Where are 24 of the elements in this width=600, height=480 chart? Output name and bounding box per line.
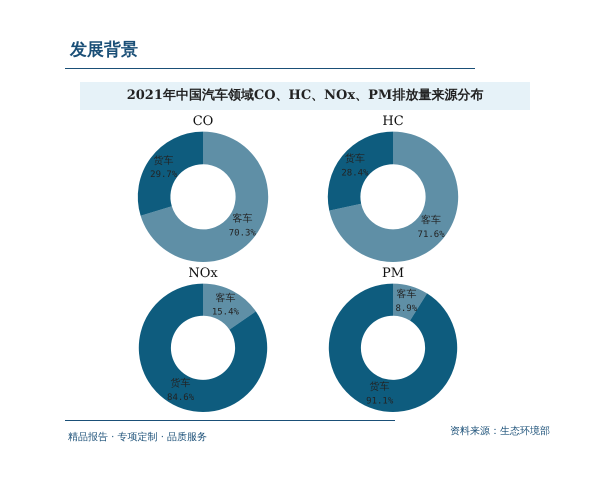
- slice-label: 货车: [370, 380, 390, 393]
- slice-label: 客车: [232, 212, 252, 225]
- data-label: 71.6%: [418, 230, 446, 240]
- slice-label: 货车: [154, 154, 174, 166]
- chart-title: NOx: [188, 266, 218, 282]
- text: 精品报告 · 专项定制 · 品质服务: [68, 430, 208, 444]
- chart-title: PM: [382, 266, 404, 282]
- data-label: 29.7%: [150, 170, 178, 180]
- slice-label: 货车: [170, 377, 191, 390]
- text: 资料来源：生态环境部: [450, 424, 550, 438]
- chart-title: HC: [382, 114, 404, 130]
- slice-label: 货车: [344, 152, 365, 165]
- slice-label: 客车: [396, 288, 416, 300]
- data-label: 28.4%: [341, 168, 370, 178]
- data-label: 91.1%: [366, 396, 394, 406]
- text: 发展背景: [70, 39, 138, 61]
- data-label: 70.3%: [228, 228, 256, 238]
- data-label: 8.9%: [395, 304, 418, 314]
- slice-label: 客车: [421, 214, 442, 226]
- data-label: 84.6%: [167, 392, 195, 403]
- slice-label: 客车: [215, 292, 236, 304]
- data-label: 15.4%: [212, 308, 240, 318]
- text: 2021年中国汽车领域CO、HC、NOx、PM排放量来源分布: [80, 82, 530, 110]
- chart-title: CO: [192, 114, 214, 130]
